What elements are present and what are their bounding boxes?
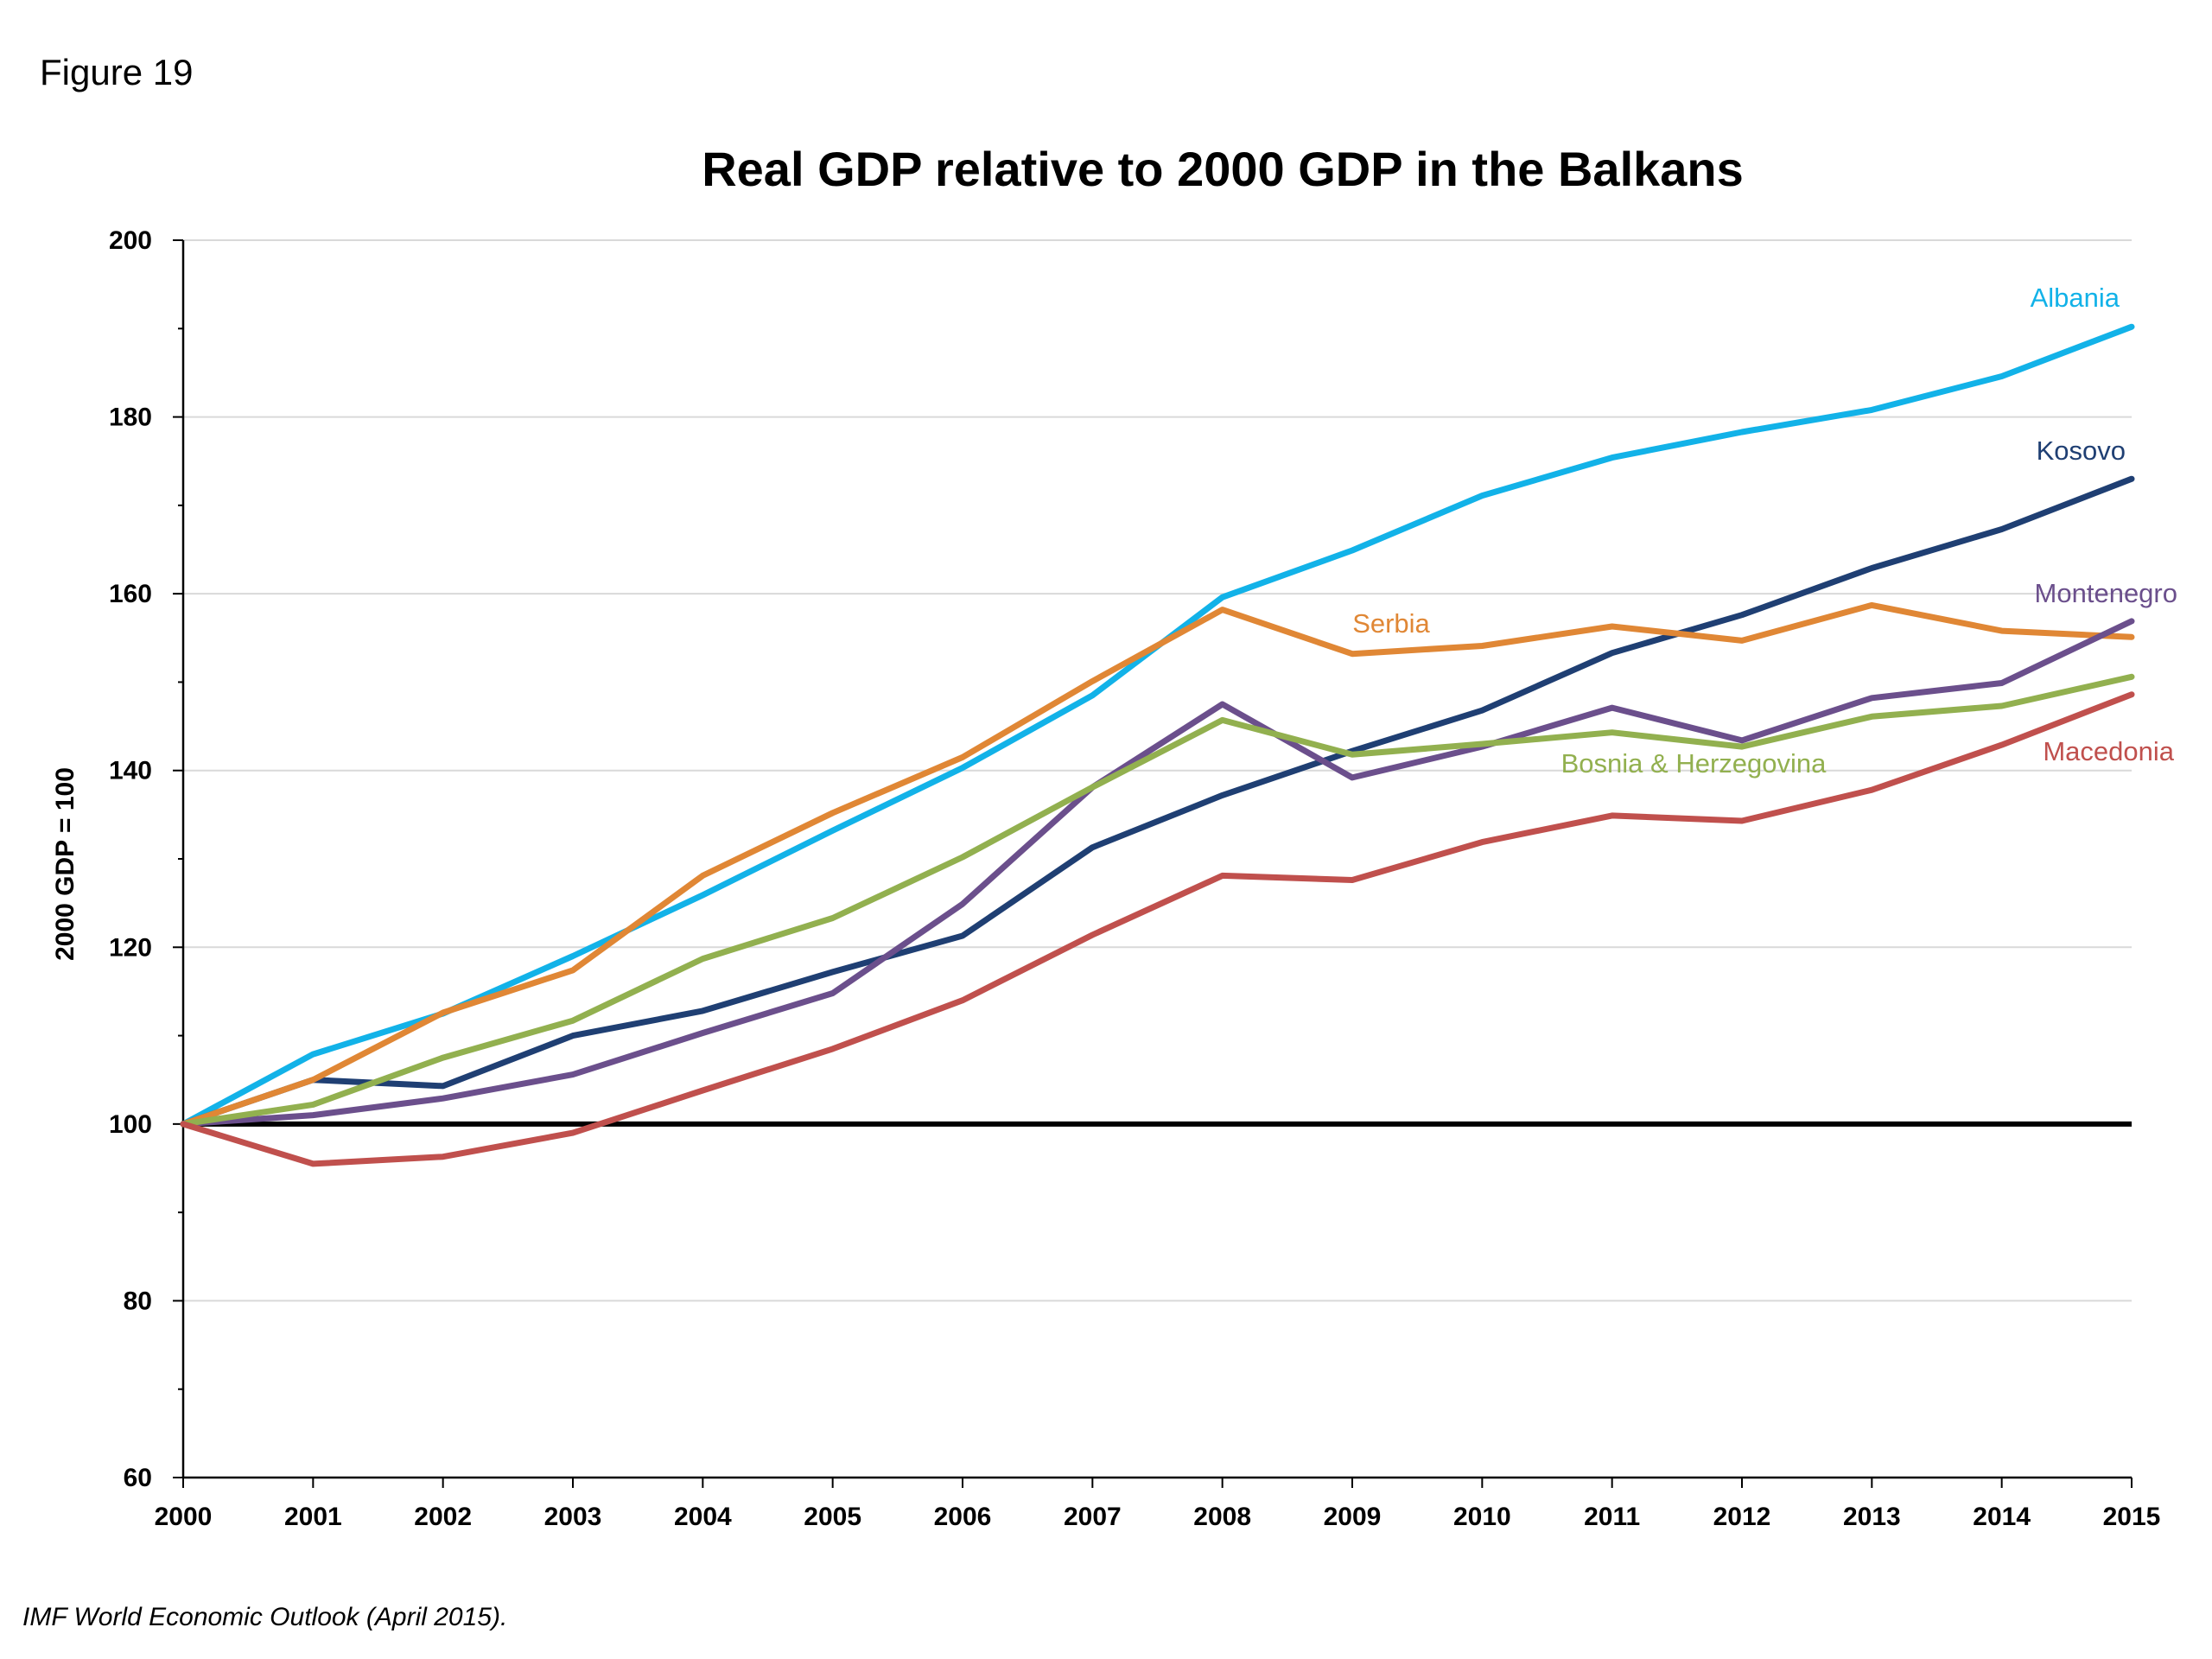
x-tick-label: 2013 — [1843, 1503, 1901, 1531]
x-tick-label: 2003 — [544, 1503, 602, 1531]
axes: 60 80 100 120 140 160 180 200 2000 2001 2002 2003 20… — [109, 226, 2160, 1531]
x-tick-label: 2001 — [284, 1503, 342, 1531]
x-tick-label: 2010 — [1453, 1503, 1511, 1531]
x-tick-label: 2012 — [1713, 1503, 1771, 1531]
figure-label: Figure 19 — [40, 52, 194, 92]
chart-title: Real GDP relative to 2000 GDP in the Bal… — [702, 142, 1744, 196]
x-tick-label: 2007 — [1064, 1503, 1122, 1531]
x-tick-label: 2014 — [1973, 1503, 2031, 1531]
series-line-kosovo — [180, 475, 2135, 1128]
y-tick-label: 60 — [124, 1464, 152, 1492]
x-tick-label: 2002 — [414, 1503, 472, 1531]
series-label-serbia: Serbia — [1352, 608, 1430, 639]
series-label-montenegro: Montenegro — [2035, 578, 2177, 608]
series-label-kosovo: Kosovo — [2037, 435, 2126, 466]
series-label-albania: Albania — [2031, 283, 2120, 313]
x-tick-label: 2011 — [1584, 1503, 1640, 1531]
series-lines — [180, 323, 2135, 1167]
series-labels: Albania Kosovo Serbia Montenegro Bosnia & He… — [1352, 283, 2177, 779]
series-line-macedonia — [180, 691, 2135, 1167]
x-tick-label: 2009 — [1324, 1503, 1382, 1531]
y-tick-label: 80 — [124, 1287, 152, 1315]
y-tick-label: 120 — [109, 933, 152, 962]
y-axis-title: 2000 GDP = 100 — [51, 767, 79, 961]
x-tick-label: 2006 — [934, 1503, 992, 1531]
y-tick-label: 140 — [109, 757, 152, 785]
series-line-serbia — [180, 601, 2135, 1128]
x-tick-label: 2005 — [804, 1503, 861, 1531]
y-tick-label: 200 — [109, 226, 152, 255]
y-tick-label: 180 — [109, 404, 152, 432]
x-tick-label: 2015 — [2103, 1503, 2161, 1531]
series-label-macedonia: Macedonia — [2043, 736, 2174, 766]
x-tick-label: 2008 — [1193, 1503, 1251, 1531]
y-tick-label: 100 — [109, 1110, 152, 1139]
x-tick-label: 2004 — [674, 1503, 732, 1531]
x-tick-label: 2000 — [155, 1503, 213, 1531]
source-note: IMF World Economic Outlook (April 2015). — [22, 1603, 508, 1631]
gridlines — [183, 239, 2132, 1302]
series-label-bosnia: Bosnia & Herzegovina — [1561, 748, 1827, 779]
y-tick-label: 160 — [109, 580, 152, 608]
series-line-bosnia — [180, 673, 2135, 1128]
series-line-montenegro — [180, 618, 2135, 1128]
